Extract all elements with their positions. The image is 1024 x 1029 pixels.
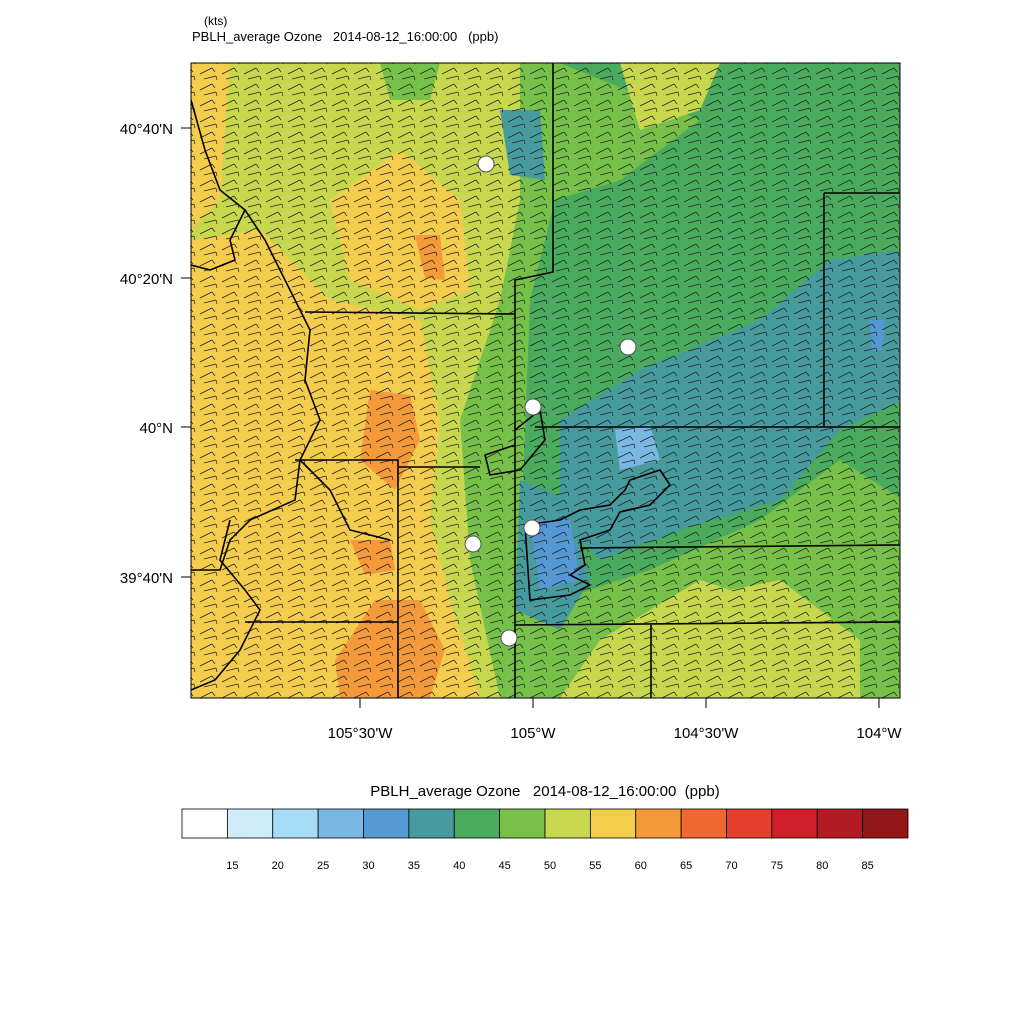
colorbar-swatch — [635, 808, 682, 839]
lat-label: 40°20'N — [120, 271, 173, 288]
colorbar-swatch — [408, 808, 455, 839]
lon-label: 105°W — [510, 725, 556, 742]
lon-label: 104°W — [856, 725, 902, 742]
colorbar-label: 50 — [544, 860, 556, 872]
colorbar-title: PBLH_average Ozone 2014-08-12_16:00:00 (… — [370, 783, 719, 800]
units-label: (kts) — [204, 14, 227, 28]
colorbar-swatch — [589, 808, 637, 839]
colorbar-swatch — [226, 808, 274, 839]
colorbar-label: 70 — [725, 860, 737, 872]
colorbar-swatch — [499, 808, 546, 839]
colorbar-swatch — [317, 808, 364, 839]
lat-label: 40°40'N — [120, 121, 173, 138]
colorbar-label: 40 — [453, 860, 465, 872]
colorbar-label: 65 — [680, 860, 692, 872]
colorbar-swatch — [181, 808, 228, 839]
colorbar-label: 15 — [226, 860, 238, 872]
colorbar-label: 60 — [635, 860, 647, 872]
colorbar-swatch — [726, 808, 773, 839]
colorbar-label: 25 — [317, 860, 329, 872]
colorbar-label: 80 — [816, 860, 828, 872]
colorbar-label: 20 — [272, 860, 284, 872]
colorbar-label: 55 — [589, 860, 601, 872]
colorbar-swatch — [680, 808, 727, 839]
colorbar-swatch — [771, 808, 818, 839]
colorbar-label: 85 — [862, 860, 874, 872]
colorbar-label: 75 — [771, 860, 783, 872]
colorbar-swatch — [862, 808, 909, 839]
colorbar-swatch — [544, 808, 591, 839]
colorbar-swatch — [816, 808, 864, 839]
axis-ticks: 40°40'N 40°20'N 40°N 39°40'N 105°30'W 105°W 10… — [120, 121, 903, 742]
colorbar-swatch — [363, 808, 410, 839]
colorbar-swatch — [453, 808, 501, 839]
ozone-field — [191, 63, 900, 698]
map-frame — [190, 62, 901, 699]
colorbar-label: 45 — [499, 860, 511, 872]
lon-label: 105°30'W — [328, 725, 394, 742]
map-title: PBLH_average Ozone 2014-08-12_16:00:00 (… — [192, 29, 498, 44]
colorbar: 15 20 25 30 35 40 45 50 55 60 65 70 75 80 85 — [181, 808, 909, 872]
lat-label: 39°40'N — [120, 570, 173, 587]
colorbar-label: 35 — [408, 860, 420, 872]
lon-label: 104°30'W — [674, 725, 740, 742]
colorbar-label: 30 — [362, 860, 374, 872]
colorbar-swatch — [272, 808, 319, 839]
lat-label: 40°N — [139, 420, 173, 437]
